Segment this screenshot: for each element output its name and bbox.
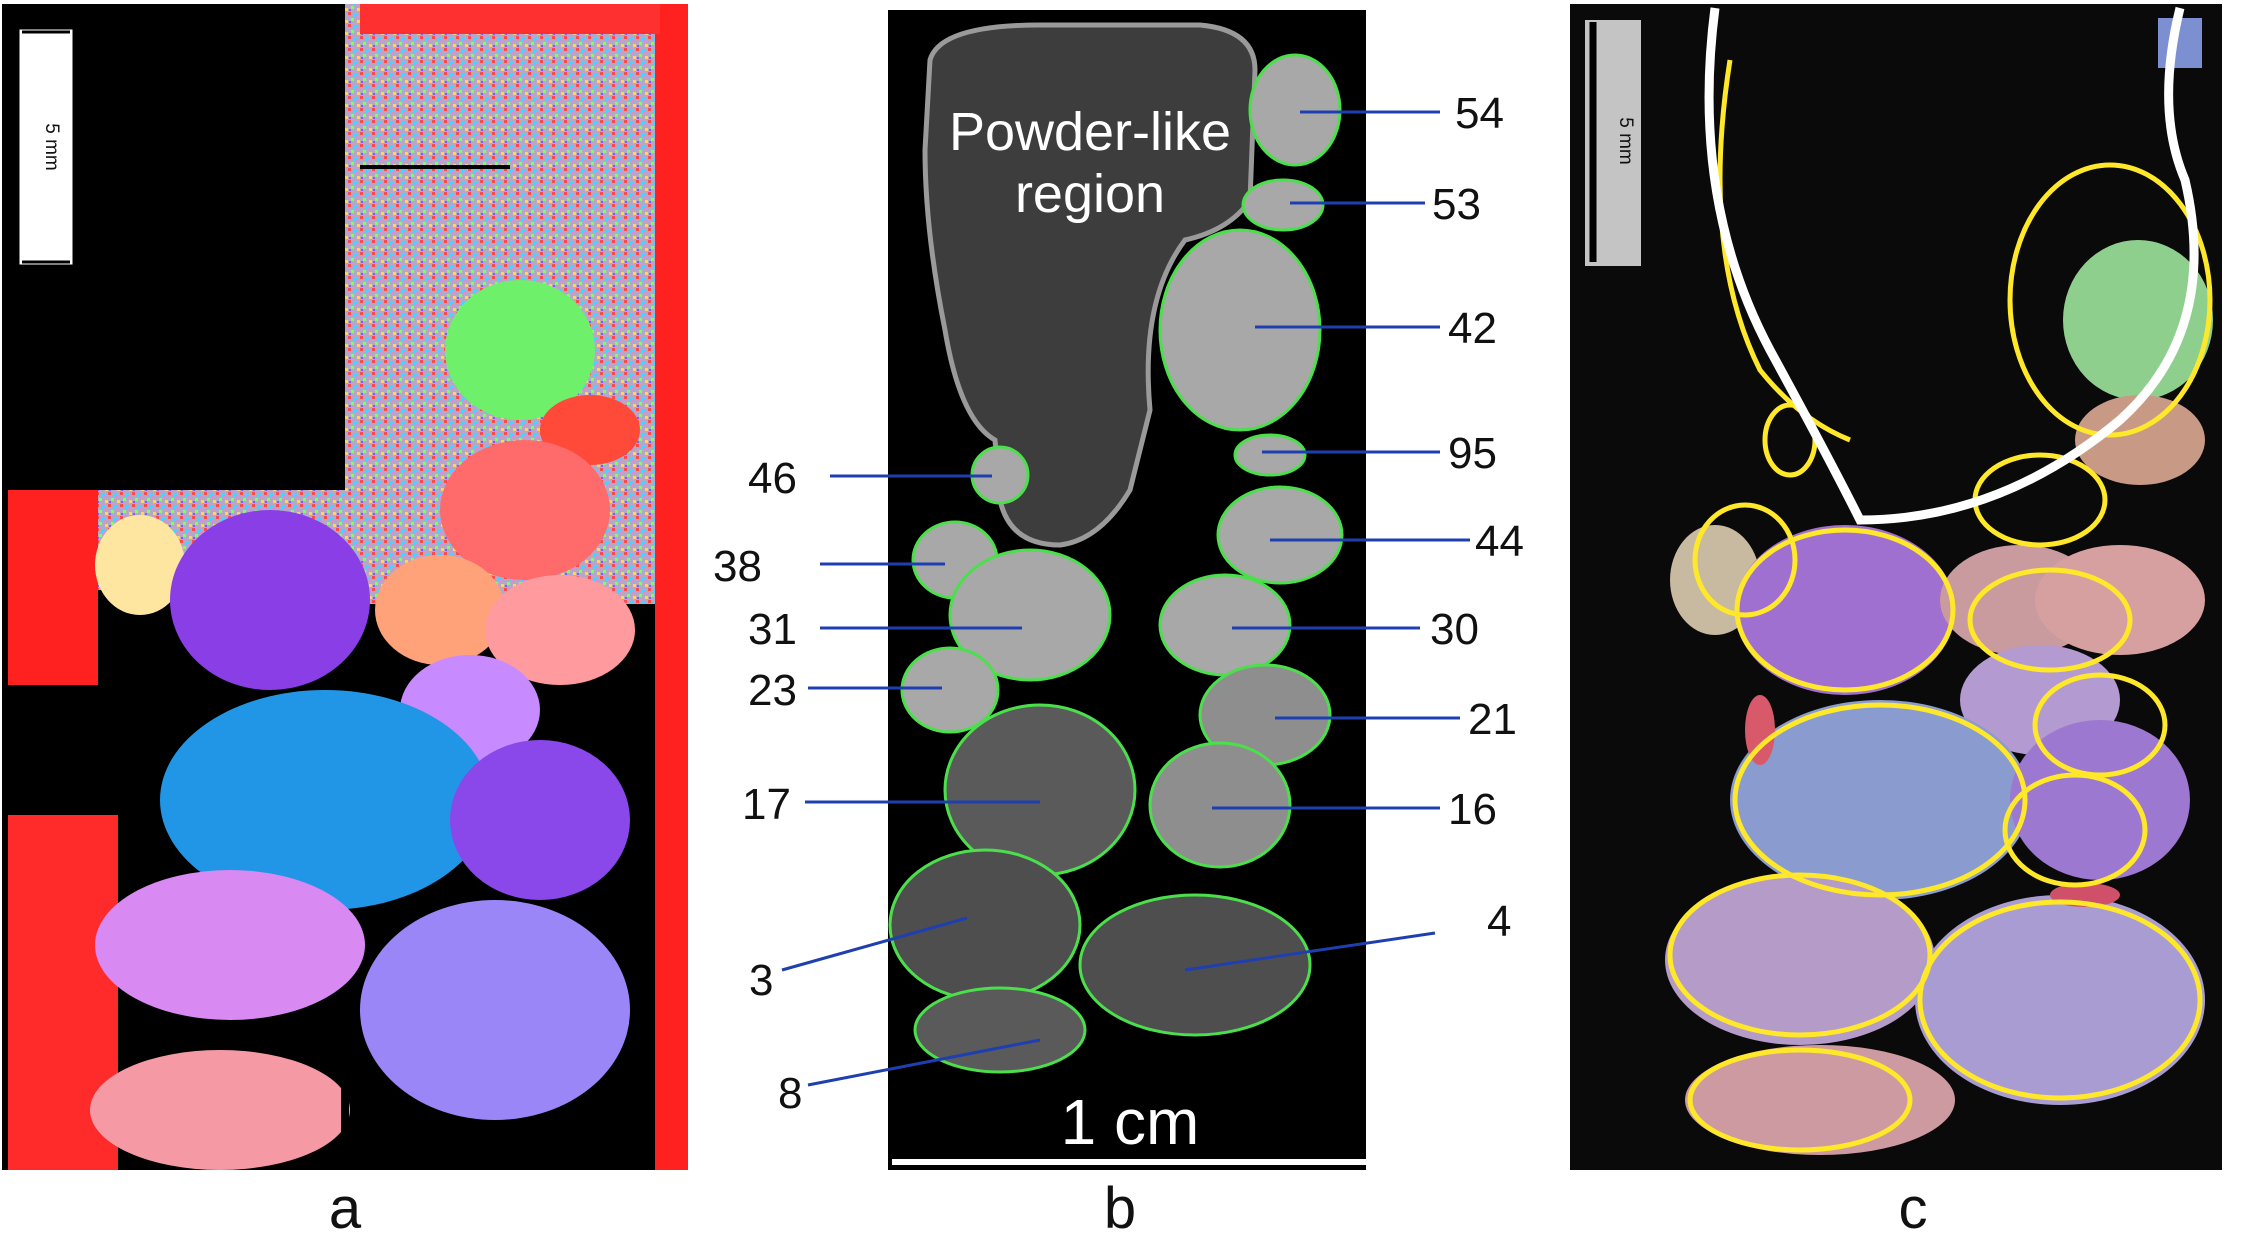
white-boundary (1704, 6, 2199, 525)
red-edge-right-a (655, 4, 688, 1170)
grain-a-blue (160, 690, 490, 910)
grain-a-salmon (375, 555, 505, 665)
region-label-line2: region (1015, 164, 1165, 224)
grain-label-30: 30 (1430, 605, 1479, 654)
yellow-boundary-3 (1917, 899, 2203, 1101)
grain-shape-44 (1216, 485, 1344, 585)
grain-label-17: 17 (742, 780, 791, 829)
grain-label-31: 31 (748, 605, 797, 654)
grain-label-95: 95 (1448, 429, 1497, 478)
panel-c: 5 mm c (1570, 4, 2222, 1236)
grain-label-23: 23 (748, 666, 797, 715)
grain-shape-53 (1241, 178, 1325, 232)
grain-shape-8 (913, 986, 1087, 1074)
scale-bar-c-text: 5 mm (1615, 117, 1636, 165)
powder-like-region-shape (922, 22, 1258, 548)
grain-shape-4 (1078, 893, 1312, 1037)
grain-label-46: 46 (748, 454, 797, 503)
grain-a-coral (440, 440, 610, 580)
grain-a-purple (450, 740, 630, 900)
grain-label-21: 21 (1468, 695, 1517, 744)
panel-b-label: b (1104, 1176, 1136, 1236)
grain-c-green (2063, 240, 2213, 400)
grain-shape-23 (900, 646, 1000, 734)
leader-line-8 (807, 1038, 1041, 1087)
yellow-boundary-7 (2032, 672, 2168, 778)
yellow-boundary-4 (1667, 872, 1933, 1038)
grain-label-42: 42 (1448, 304, 1497, 353)
panel-c-label: c (1899, 1176, 1928, 1236)
yellow-boundary-1 (1734, 527, 1956, 693)
yellow-boundary-8 (2002, 772, 2148, 888)
yellow-boundary-10 (1687, 1047, 1913, 1153)
grain-label-3: 3 (749, 956, 773, 1005)
grain-c-steel (1730, 700, 2030, 900)
yellow-boundary-9 (1692, 502, 1798, 618)
grain-a-pink (485, 575, 635, 685)
scale-bar-a-text: 5 mm (41, 123, 62, 171)
grain-label-53: 53 (1432, 180, 1481, 229)
grain-c-mauve (1665, 875, 1935, 1045)
grain-label-group: 54 53 42 95 44 30 21 16 4 46 38 31 23 (713, 89, 1524, 1118)
grain-shape-31 (948, 548, 1112, 682)
panel-a: 5 mm a (2, 4, 688, 1236)
grain-shape-95 (1233, 433, 1307, 477)
grain-label-54: 54 (1455, 89, 1504, 138)
grain-label-16: 16 (1448, 785, 1497, 834)
grain-c-tan (2075, 395, 2205, 485)
panel-b: Powder-like region 54 53 42 95 44 30 21 … (713, 10, 1524, 1236)
grain-a-orchid (95, 870, 365, 1020)
leader-line-3 (781, 916, 968, 972)
grain-label-4: 4 (1487, 897, 1511, 946)
scale-bar-b-text: 1 cm (1061, 1086, 1200, 1158)
black-notch-a (8, 690, 173, 815)
grain-shape-54 (1248, 53, 1342, 167)
grain-a-green (445, 280, 595, 420)
scale-bar-a-box (16, 26, 76, 268)
red-edge-left-a (8, 490, 98, 685)
yellow-boundary-11 (2007, 162, 2213, 438)
grain-c-rose (2035, 545, 2205, 655)
red-top-right-a (360, 4, 660, 34)
grain-c-purple (1735, 525, 1955, 695)
grain-a-periwinkle (360, 900, 630, 1120)
grain-c-red-streak (1745, 695, 1775, 765)
grain-c-periwinkle (1915, 895, 2205, 1105)
grain-shape-30 (1158, 573, 1292, 677)
region-label-line1: Powder-like (949, 102, 1231, 162)
leader-line-4 (1184, 931, 1436, 972)
yellow-boundary-2 (1732, 702, 2028, 898)
grain-label-8: 8 (778, 1069, 802, 1118)
grain-label-38: 38 (713, 542, 762, 591)
grain-shape-42 (1158, 228, 1322, 432)
grain-label-44: 44 (1475, 517, 1524, 566)
yellow-boundary-6 (1967, 567, 2133, 673)
grain-a-peach (95, 515, 185, 615)
grain-a-violet (170, 510, 370, 690)
panel-a-label: a (329, 1176, 362, 1236)
grain-a-rose (90, 1050, 350, 1170)
grain-shape-3 (888, 848, 1082, 1002)
grain-shape-16 (1148, 741, 1292, 869)
grain-a-orange-red (540, 395, 640, 465)
